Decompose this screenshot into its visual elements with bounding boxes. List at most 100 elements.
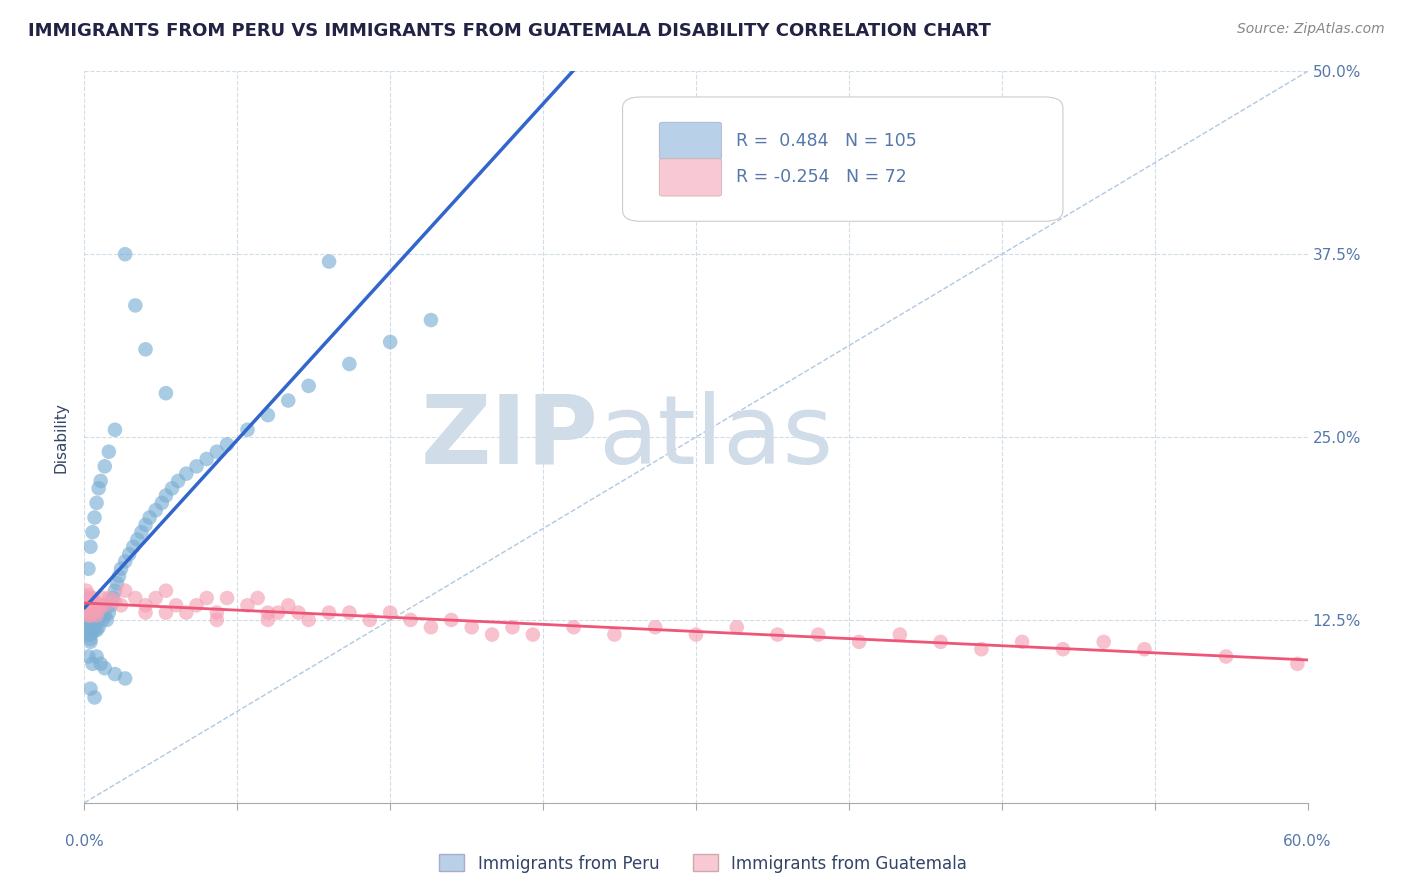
Point bbox=[186, 599, 208, 613]
Point bbox=[75, 606, 97, 620]
Point bbox=[77, 599, 100, 613]
Point bbox=[75, 583, 97, 598]
Point bbox=[108, 569, 131, 583]
Text: IMMIGRANTS FROM PERU VS IMMIGRANTS FROM GUATEMALA DISABILITY CORRELATION CHART: IMMIGRANTS FROM PERU VS IMMIGRANTS FROM … bbox=[28, 22, 991, 40]
Point bbox=[110, 562, 132, 576]
Point bbox=[79, 632, 101, 646]
Point bbox=[79, 623, 101, 637]
Point bbox=[217, 437, 239, 451]
Point bbox=[725, 620, 748, 634]
Point bbox=[77, 606, 100, 620]
Point bbox=[420, 313, 443, 327]
Point bbox=[83, 623, 105, 637]
Y-axis label: Disability: Disability bbox=[53, 401, 69, 473]
Point bbox=[82, 606, 104, 620]
FancyBboxPatch shape bbox=[659, 122, 721, 160]
Point bbox=[93, 599, 115, 613]
Point bbox=[75, 594, 97, 608]
Point bbox=[82, 603, 104, 617]
Point bbox=[87, 613, 110, 627]
Point bbox=[685, 627, 707, 641]
Point bbox=[205, 444, 228, 458]
Point bbox=[359, 613, 381, 627]
Point bbox=[236, 599, 259, 613]
Point bbox=[145, 503, 167, 517]
Point bbox=[298, 613, 321, 627]
Point bbox=[82, 525, 104, 540]
Point bbox=[114, 672, 136, 686]
Point bbox=[195, 591, 218, 605]
Point bbox=[257, 613, 280, 627]
Point bbox=[114, 554, 136, 568]
Point bbox=[165, 599, 187, 613]
Point bbox=[83, 606, 105, 620]
Point bbox=[82, 599, 104, 613]
FancyBboxPatch shape bbox=[623, 97, 1063, 221]
Point bbox=[118, 547, 141, 561]
Point bbox=[135, 599, 157, 613]
Point bbox=[420, 620, 443, 634]
Point bbox=[318, 606, 340, 620]
Point bbox=[75, 603, 97, 617]
Text: 60.0%: 60.0% bbox=[1284, 833, 1331, 848]
Point bbox=[174, 467, 197, 481]
Point bbox=[83, 594, 105, 608]
Point bbox=[97, 591, 120, 605]
Point bbox=[1286, 657, 1309, 671]
Point bbox=[339, 606, 361, 620]
Point bbox=[75, 599, 97, 613]
Point bbox=[101, 591, 124, 605]
Point bbox=[167, 474, 190, 488]
Point bbox=[96, 613, 118, 627]
Point bbox=[77, 617, 100, 632]
Point bbox=[79, 617, 101, 632]
Point bbox=[86, 603, 108, 617]
Point bbox=[83, 617, 105, 632]
Point bbox=[83, 606, 105, 620]
Point bbox=[135, 343, 157, 357]
Point bbox=[150, 496, 173, 510]
Point bbox=[644, 620, 666, 634]
Point bbox=[298, 379, 321, 393]
Point bbox=[1092, 635, 1115, 649]
Point bbox=[105, 576, 128, 591]
Point bbox=[124, 298, 146, 312]
Point bbox=[83, 613, 105, 627]
Point bbox=[77, 608, 100, 623]
Point bbox=[79, 627, 101, 641]
Point bbox=[481, 627, 503, 641]
Point bbox=[114, 247, 136, 261]
Point bbox=[91, 613, 114, 627]
Point bbox=[90, 603, 112, 617]
Point bbox=[287, 606, 309, 620]
Point bbox=[87, 620, 110, 634]
Point bbox=[145, 591, 167, 605]
Point bbox=[79, 620, 101, 634]
Point bbox=[79, 681, 101, 696]
Point bbox=[155, 583, 177, 598]
Point bbox=[77, 620, 100, 634]
Point bbox=[90, 599, 112, 613]
Point bbox=[380, 334, 402, 349]
Point bbox=[889, 627, 911, 641]
Point bbox=[87, 606, 110, 620]
Point bbox=[90, 608, 112, 623]
Point bbox=[1215, 649, 1237, 664]
Point bbox=[110, 599, 132, 613]
Point bbox=[138, 510, 160, 524]
Point bbox=[155, 489, 177, 503]
Point bbox=[75, 620, 97, 634]
Point bbox=[83, 690, 105, 705]
Point bbox=[131, 525, 153, 540]
Point bbox=[160, 481, 183, 495]
Point bbox=[86, 623, 108, 637]
Point bbox=[86, 608, 108, 623]
Point bbox=[75, 608, 97, 623]
Point bbox=[104, 667, 127, 681]
Point bbox=[318, 254, 340, 268]
Point bbox=[82, 591, 104, 605]
Legend: Immigrants from Peru, Immigrants from Guatemala: Immigrants from Peru, Immigrants from Gu… bbox=[433, 847, 973, 880]
Point bbox=[766, 627, 789, 641]
Point bbox=[217, 591, 239, 605]
Point bbox=[93, 459, 115, 474]
